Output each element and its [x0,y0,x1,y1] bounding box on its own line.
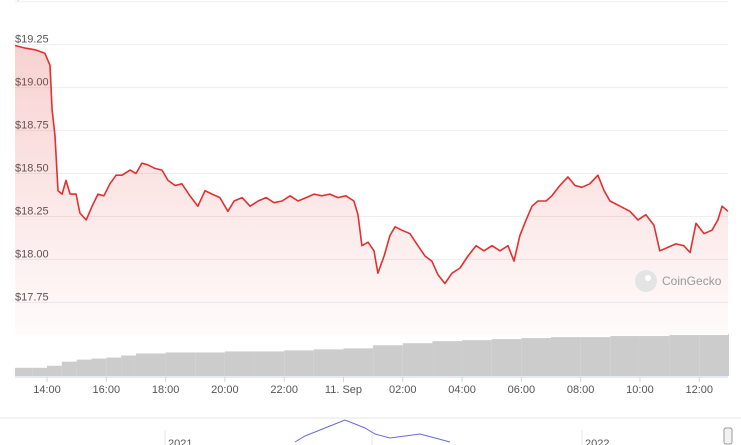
x-tick-label: 16:00 [93,384,121,396]
volume-bar [402,343,433,376]
watermark-logo [635,270,657,292]
volume-bar [699,335,728,376]
x-tick-label: 10:00 [626,384,654,396]
volume-bar [373,345,403,376]
volume-bar [106,357,122,376]
volume-bar [580,337,611,376]
volume-bar [135,353,166,376]
volume-bar [551,337,581,376]
volume-bar [669,335,700,376]
volume-bar [224,351,255,376]
navigator-label: 2021 [168,438,192,445]
volume-bar [491,339,522,376]
volume-bar [165,352,196,376]
x-tick-label: 02:00 [389,384,417,396]
volume-bar [313,349,344,376]
x-tick-label: 14:00 [33,384,61,396]
x-tick-label: 04:00 [448,384,476,396]
x-tick-label: 08:00 [567,384,595,396]
x-tick-label: 12:00 [685,384,713,396]
volume-bar [15,367,33,376]
y-tick-label: $19.50 [15,0,49,3]
volume-bar [91,358,107,376]
volume-bar [195,352,225,376]
x-tick-label: 11. Sep [325,384,362,396]
volume-bar [343,348,374,376]
price-layer [14,44,729,335]
navigator-handle[interactable] [723,427,733,445]
price-area [15,45,728,335]
navigator-label: 2022 [585,438,609,445]
volume-bar [432,341,463,376]
volume-bar [61,361,77,376]
volume-layer [15,334,729,376]
volume-bar [521,338,552,376]
price-line [14,44,729,285]
x-tick-label: 20:00 [211,384,239,396]
x-tick-label: 06:00 [508,384,536,396]
volume-bar [32,367,48,376]
watermark-text: CoinGecko [662,274,722,288]
volume-bar [610,336,640,376]
x-tick-label: 22:00 [270,384,298,396]
x-axis: 14:00 16:00 18:00 20:00 22:00 11. Sep 02:00 04:… [33,377,713,396]
volume-bar [254,351,285,376]
volume-bar [462,340,492,376]
y-tick-label: $19.25 [15,34,49,46]
watermark: CoinGecko [635,270,722,292]
volume-bar [121,355,136,376]
volume-bar [47,365,62,376]
volume-bar [284,350,314,376]
volume-bar [639,336,670,376]
volume-bar [76,359,92,376]
navigator-line [294,419,451,443]
x-tick-label: 18:00 [152,384,180,396]
watermark-logo-eye [645,275,651,281]
volume-bar [728,334,729,376]
navigator: 2021 2022 [0,417,741,445]
